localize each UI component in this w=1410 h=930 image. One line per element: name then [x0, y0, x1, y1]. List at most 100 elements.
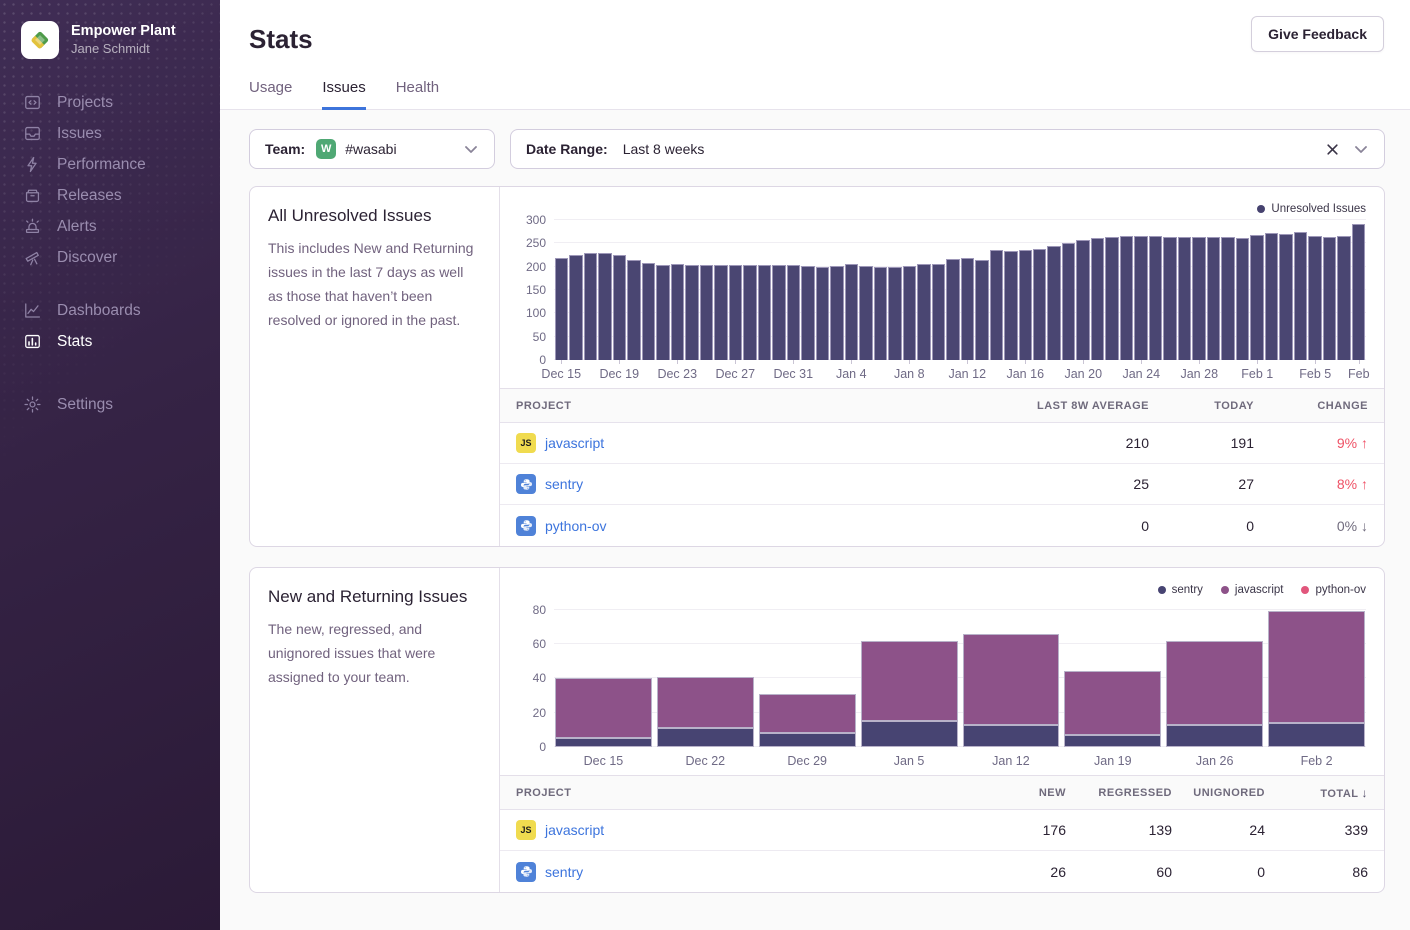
bar-segment-javascript[interactable] [861, 641, 958, 722]
bar-segment-sentry[interactable] [1064, 735, 1161, 747]
bar[interactable] [1019, 250, 1032, 360]
bar[interactable] [903, 266, 916, 360]
bar[interactable] [656, 265, 669, 360]
sidebar-item-alerts[interactable]: Alerts [23, 211, 220, 242]
bar-segment-sentry[interactable] [555, 738, 652, 747]
bar[interactable] [1323, 237, 1336, 360]
bar[interactable] [743, 265, 756, 360]
bar[interactable] [1076, 240, 1089, 360]
bar[interactable] [1265, 233, 1278, 360]
bar[interactable] [1236, 238, 1249, 360]
bar[interactable] [874, 267, 887, 360]
chevron-down-icon[interactable] [463, 144, 479, 155]
bar[interactable] [1178, 237, 1191, 360]
project-link[interactable]: python-ov [545, 518, 606, 534]
stacked-bar[interactable] [555, 601, 652, 747]
bar[interactable] [1091, 238, 1104, 360]
bar[interactable] [729, 265, 742, 360]
project-link[interactable]: javascript [545, 435, 604, 451]
bar-segment-sentry[interactable] [1268, 723, 1365, 747]
bar[interactable] [932, 264, 945, 360]
team-filter[interactable]: Team: W #wasabi [249, 129, 495, 169]
tab-issues[interactable]: Issues [322, 79, 365, 110]
sidebar-item-releases[interactable]: Releases [23, 180, 220, 211]
org-switcher[interactable]: Empower Plant Jane Schmidt [0, 0, 220, 77]
column-header[interactable]: REGRESSED [1066, 787, 1172, 799]
bar[interactable] [714, 265, 727, 360]
bar[interactable] [1337, 236, 1350, 360]
project-link[interactable]: sentry [545, 864, 583, 880]
bar[interactable] [555, 258, 568, 360]
bar[interactable] [1047, 246, 1060, 360]
bar[interactable] [946, 259, 959, 360]
bar[interactable] [1033, 249, 1046, 360]
column-header[interactable]: TODAY [1149, 400, 1254, 412]
bar[interactable] [961, 258, 974, 360]
sidebar-item-projects[interactable]: Projects [23, 87, 220, 118]
stacked-bar[interactable] [657, 601, 754, 747]
bar[interactable] [1149, 236, 1162, 360]
bar-segment-javascript[interactable] [759, 694, 856, 734]
bar[interactable] [1163, 237, 1176, 360]
legend-item[interactable]: sentry [1158, 584, 1203, 596]
bar[interactable] [627, 260, 640, 360]
column-header[interactable]: LAST 8W AVERAGE [999, 400, 1149, 412]
bar[interactable] [1120, 236, 1133, 360]
clear-icon[interactable] [1324, 141, 1341, 158]
stacked-bar[interactable] [1166, 601, 1263, 747]
sidebar-item-discover[interactable]: Discover [23, 242, 220, 273]
bar[interactable] [1250, 235, 1263, 360]
bar-segment-javascript[interactable] [1064, 671, 1161, 735]
sidebar-item-performance[interactable]: Performance [23, 149, 220, 180]
bar[interactable] [917, 264, 930, 360]
bar[interactable] [1062, 243, 1075, 360]
column-header[interactable]: TOTAL↓ [1265, 786, 1368, 800]
bar-segment-javascript[interactable] [555, 678, 652, 738]
bar-segment-javascript[interactable] [1166, 641, 1263, 725]
bar[interactable] [772, 265, 785, 360]
stacked-bar[interactable] [1064, 601, 1161, 747]
chevron-down-icon[interactable] [1353, 144, 1369, 155]
bar[interactable] [1192, 237, 1205, 360]
project-link[interactable]: sentry [545, 476, 583, 492]
bar-segment-javascript[interactable] [657, 677, 754, 729]
column-header[interactable]: NEW [976, 787, 1066, 799]
bar[interactable] [1308, 236, 1321, 360]
legend-item[interactable]: Unresolved Issues [1257, 203, 1366, 215]
bar[interactable] [816, 267, 829, 360]
bar-segment-javascript[interactable] [1268, 611, 1365, 723]
bar[interactable] [1105, 237, 1118, 360]
bar-segment-sentry[interactable] [963, 725, 1060, 747]
bar[interactable] [830, 266, 843, 360]
bar-segment-sentry[interactable] [861, 721, 958, 747]
bar[interactable] [888, 267, 901, 360]
bar-segment-sentry[interactable] [657, 728, 754, 747]
column-header[interactable]: CHANGE [1254, 400, 1368, 412]
stacked-bar[interactable] [1268, 601, 1365, 747]
bar[interactable] [671, 264, 684, 360]
bar[interactable] [859, 266, 872, 360]
bar[interactable] [584, 253, 597, 360]
bar[interactable] [685, 265, 698, 360]
legend-item[interactable]: python-ov [1301, 584, 1366, 596]
bar-segment-javascript[interactable] [963, 634, 1060, 725]
bar[interactable] [1352, 224, 1365, 360]
sidebar-item-settings[interactable]: Settings [23, 389, 220, 420]
sidebar-item-stats[interactable]: Stats [23, 326, 220, 357]
bar-segment-sentry[interactable] [759, 733, 856, 747]
bar[interactable] [569, 255, 582, 360]
bar[interactable] [1004, 251, 1017, 360]
bar[interactable] [975, 260, 988, 360]
tab-usage[interactable]: Usage [249, 79, 292, 110]
bar[interactable] [845, 264, 858, 360]
bar[interactable] [758, 265, 771, 360]
give-feedback-button[interactable]: Give Feedback [1251, 16, 1384, 52]
bar[interactable] [801, 266, 814, 360]
legend-item[interactable]: javascript [1221, 584, 1284, 596]
stacked-bar[interactable] [963, 601, 1060, 747]
column-header[interactable]: UNIGNORED [1172, 787, 1265, 799]
bar[interactable] [1294, 232, 1307, 360]
bar[interactable] [642, 263, 655, 360]
bar[interactable] [1207, 237, 1220, 360]
stacked-bar[interactable] [861, 601, 958, 747]
